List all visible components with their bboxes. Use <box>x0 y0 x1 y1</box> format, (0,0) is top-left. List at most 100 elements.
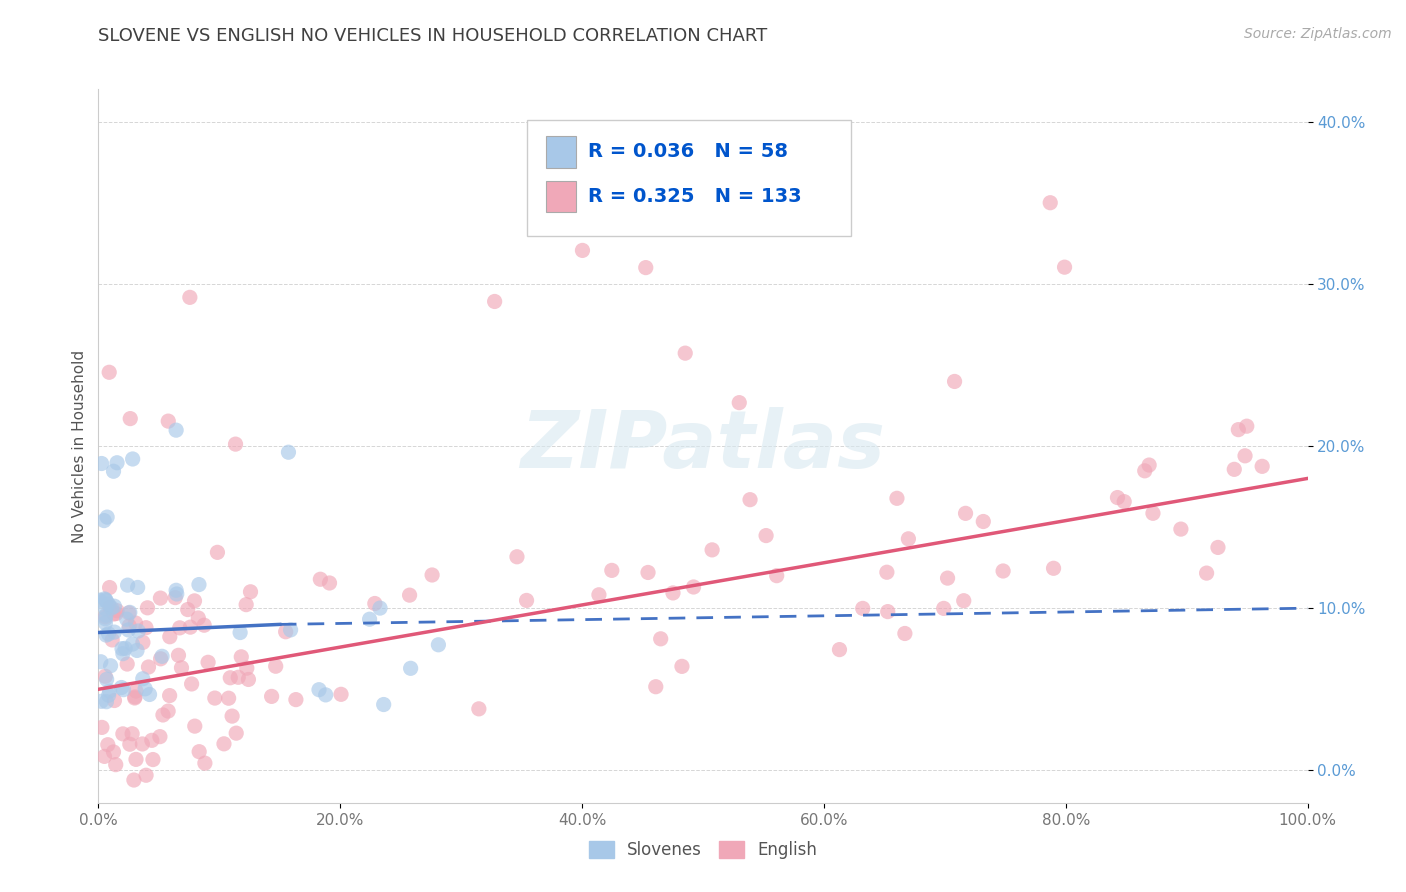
Point <box>138 688 160 702</box>
Point <box>117 578 139 592</box>
Point <box>98 365 121 379</box>
Point <box>94 592 117 607</box>
Point <box>427 638 450 652</box>
Point <box>97 688 120 702</box>
Point <box>671 659 693 673</box>
Point <box>506 549 529 564</box>
Point <box>118 737 141 751</box>
Point <box>1053 260 1076 275</box>
Point <box>1042 561 1064 575</box>
Point <box>662 586 685 600</box>
Point <box>1227 423 1250 437</box>
Point <box>1223 462 1246 476</box>
Point <box>1234 449 1257 463</box>
Point <box>111 647 134 661</box>
Point <box>1170 522 1192 536</box>
Point <box>98 684 121 698</box>
Point <box>852 601 875 615</box>
Point <box>308 682 330 697</box>
Point <box>96 695 118 709</box>
Point <box>225 437 247 451</box>
Point <box>571 244 593 258</box>
Point <box>932 601 955 615</box>
Point <box>121 727 143 741</box>
Point <box>218 691 240 706</box>
Point <box>193 618 215 632</box>
Point <box>94 615 117 630</box>
Point <box>184 719 207 733</box>
Point <box>936 571 959 585</box>
Point <box>103 464 125 478</box>
Point <box>765 568 787 582</box>
Point <box>330 687 353 701</box>
Point <box>94 610 117 624</box>
Point <box>93 749 115 764</box>
Point <box>157 704 180 718</box>
Point <box>125 684 148 698</box>
Point <box>180 677 202 691</box>
Point <box>115 657 138 671</box>
Point <box>280 623 302 637</box>
Point <box>188 577 211 591</box>
Point <box>516 593 538 607</box>
Point <box>943 375 966 389</box>
Point <box>364 597 387 611</box>
Point <box>97 627 120 641</box>
Point <box>97 597 120 611</box>
Point <box>229 625 252 640</box>
Point <box>231 649 253 664</box>
Point <box>93 591 115 606</box>
Point <box>1039 195 1062 210</box>
Point <box>118 606 141 620</box>
Point <box>991 564 1014 578</box>
Point <box>138 660 160 674</box>
Point <box>125 643 148 657</box>
Point <box>94 628 117 642</box>
Point <box>124 691 146 706</box>
Point <box>170 661 193 675</box>
Point <box>284 692 307 706</box>
Point <box>124 615 146 630</box>
Point <box>1114 494 1136 508</box>
Point <box>120 411 142 425</box>
Text: Source: ZipAtlas.com: Source: ZipAtlas.com <box>1244 27 1392 41</box>
Point <box>159 630 181 644</box>
Point <box>1133 464 1156 478</box>
Point <box>207 545 229 559</box>
Point <box>755 528 778 542</box>
Point <box>1107 491 1129 505</box>
Point <box>236 661 259 675</box>
Point <box>89 593 111 607</box>
Text: R = 0.325   N = 133: R = 0.325 N = 133 <box>588 186 801 206</box>
Point <box>637 566 659 580</box>
Point <box>124 690 146 704</box>
Point <box>90 694 112 708</box>
Point <box>682 580 704 594</box>
Point <box>235 598 257 612</box>
Point <box>167 648 190 663</box>
Point <box>1195 566 1218 580</box>
Point <box>149 591 172 606</box>
Point <box>134 681 156 696</box>
Point <box>96 510 118 524</box>
Point <box>96 673 118 687</box>
Point <box>97 738 120 752</box>
Point <box>179 620 201 634</box>
Point <box>93 514 115 528</box>
Point <box>221 709 243 723</box>
Point <box>650 632 672 646</box>
Point <box>149 730 172 744</box>
Point <box>141 733 163 747</box>
Point <box>165 591 187 605</box>
Point <box>103 745 125 759</box>
Point <box>157 414 180 428</box>
Point <box>212 737 235 751</box>
Point <box>152 708 174 723</box>
Point <box>127 581 149 595</box>
Point <box>111 641 134 656</box>
Point <box>142 753 165 767</box>
Point <box>135 768 157 782</box>
Point <box>897 532 920 546</box>
Point <box>121 452 143 467</box>
Point <box>876 566 898 580</box>
